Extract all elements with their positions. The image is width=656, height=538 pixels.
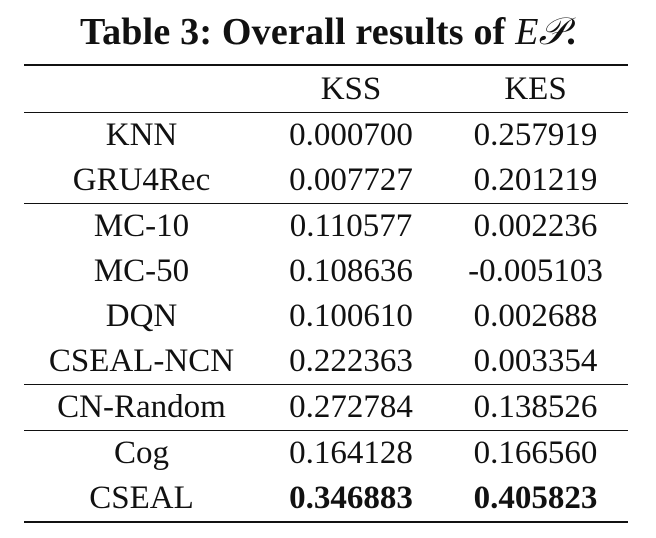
table-row: CSEAL 0.346883 0.405823 bbox=[24, 476, 628, 522]
kes-cell: 0.166560 bbox=[473, 435, 598, 471]
kes-cell: 0.002688 bbox=[473, 298, 598, 334]
method-cell: MC-10 bbox=[93, 208, 190, 244]
results-table: KSS KES KNN 0.000700 0.257919 GRU4Rec 0.… bbox=[24, 64, 628, 523]
kes-cell: 0.002236 bbox=[473, 208, 598, 244]
kss-cell: 0.000700 bbox=[289, 117, 413, 153]
header-method bbox=[24, 65, 259, 113]
kss-cell: 0.164128 bbox=[289, 435, 413, 471]
header-row: KSS KES bbox=[24, 65, 628, 113]
table-row: MC-10 0.110577 0.002236 bbox=[24, 203, 628, 250]
method-cell: Cog bbox=[113, 435, 169, 471]
method-cell: CSEAL bbox=[89, 480, 194, 516]
kes-cell: -0.005103 bbox=[468, 253, 603, 289]
kss-cell: 0.100610 bbox=[289, 298, 413, 334]
table-row: CN-Random 0.272784 0.138526 bbox=[24, 384, 628, 431]
caption-prefix: Table 3: Overall results of bbox=[80, 11, 516, 53]
table-row: KNN 0.000700 0.257919 bbox=[24, 112, 628, 159]
method-cell: CSEAL-NCN bbox=[48, 343, 235, 379]
header-kss: KSS bbox=[320, 71, 382, 107]
caption-suffix: . bbox=[566, 11, 576, 53]
table-row: Cog 0.164128 0.166560 bbox=[24, 430, 628, 477]
kss-cell: 0.007727 bbox=[289, 162, 413, 198]
kes-cell: 0.201219 bbox=[473, 162, 598, 198]
kes-cell: 0.257919 bbox=[473, 117, 598, 153]
kss-cell: 0.108636 bbox=[289, 253, 413, 289]
kss-cell: 0.222363 bbox=[289, 343, 413, 379]
header-kes: KES bbox=[504, 71, 567, 107]
method-cell: DQN bbox=[105, 298, 178, 334]
method-cell: MC-50 bbox=[93, 253, 190, 289]
kss-cell: 0.110577 bbox=[289, 208, 413, 244]
method-cell: KNN bbox=[105, 117, 178, 153]
table-row: CSEAL-NCN 0.222363 0.003354 bbox=[24, 339, 628, 385]
kes-cell: 0.405823 bbox=[473, 480, 598, 516]
kes-cell: 0.003354 bbox=[473, 343, 598, 379]
table-caption: Table 3: Overall results of E𝒫. bbox=[0, 8, 656, 56]
kss-cell: 0.346883 bbox=[289, 480, 413, 516]
table-row: DQN 0.100610 0.002688 bbox=[24, 294, 628, 339]
table-row: MC-50 0.108636 -0.005103 bbox=[24, 249, 628, 294]
kss-cell: 0.272784 bbox=[289, 389, 413, 425]
kes-cell: 0.138526 bbox=[473, 389, 598, 425]
caption-symbol: E𝒫 bbox=[515, 11, 567, 53]
method-cell: GRU4Rec bbox=[72, 162, 211, 198]
method-cell: CN-Random bbox=[57, 389, 226, 425]
table-row: GRU4Rec 0.007727 0.201219 bbox=[24, 158, 628, 204]
